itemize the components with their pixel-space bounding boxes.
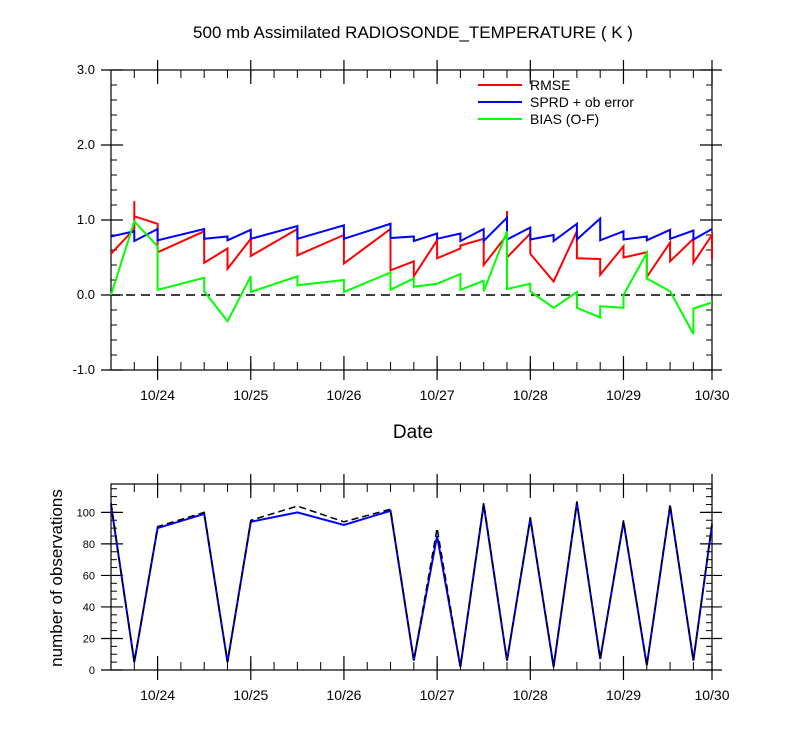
chart-title: 500 mb Assimilated RADIOSONDE_TEMPERATUR… bbox=[193, 23, 633, 42]
series-line-rmse bbox=[110, 201, 713, 284]
x-tick-label: 10/28 bbox=[513, 687, 548, 703]
series-line-sprd-ob-error bbox=[110, 215, 713, 244]
y-tick-label: 80 bbox=[83, 539, 95, 551]
x-tick-label: 10/26 bbox=[326, 387, 361, 403]
series-line-used bbox=[110, 502, 713, 667]
top-chart-area: 10/24 10/25 10/26 10/27 10/28 10/29 10/30 -1.0 0… bbox=[73, 60, 730, 403]
y-axis-label: number of observations bbox=[47, 489, 66, 667]
x-tick-label: 10/30 bbox=[694, 687, 729, 703]
y-tick-label: 100 bbox=[77, 507, 95, 519]
y-tick-label: 40 bbox=[83, 602, 95, 614]
plot-frame bbox=[110, 69, 713, 371]
x-tick-label: 10/25 bbox=[233, 387, 268, 403]
y-tick-label: 60 bbox=[83, 570, 95, 582]
x-tick-label: 10/26 bbox=[326, 687, 361, 703]
x-tick-label: 10/29 bbox=[606, 387, 641, 403]
series-line-bias-o-f bbox=[110, 219, 713, 335]
legend: RMSE SPRD + ob error BIAS (O-F) bbox=[478, 77, 634, 127]
y-tick-label: 3.0 bbox=[77, 62, 95, 77]
legend-label-sprd: SPRD + ob error bbox=[530, 94, 634, 110]
y-tick-label: 20 bbox=[83, 633, 95, 645]
legend-label-rmse: RMSE bbox=[530, 77, 570, 93]
plot-frame bbox=[110, 483, 713, 671]
y-tick-label: -1.0 bbox=[73, 362, 95, 377]
x-tick-label: 10/24 bbox=[140, 687, 175, 703]
x-axis-label: Date bbox=[393, 422, 433, 443]
bottom-chart-area: 10/24 10/25 10/26 10/27 10/28 10/29 10/30 0 20 40… bbox=[77, 474, 730, 703]
x-tick-label: 10/24 bbox=[140, 387, 175, 403]
x-tick-label: 10/30 bbox=[694, 387, 729, 403]
y-tick-label: 2.0 bbox=[77, 137, 95, 152]
x-tick-label: 10/25 bbox=[233, 687, 268, 703]
x-tick-label: 10/27 bbox=[420, 687, 455, 703]
x-tick-label: 10/28 bbox=[513, 387, 548, 403]
series-line-possible bbox=[110, 501, 713, 667]
y-tick-label: 0 bbox=[89, 665, 95, 677]
x-tick-label: 10/27 bbox=[420, 387, 455, 403]
y-tick-label: 1.0 bbox=[77, 212, 95, 227]
y-tick-label: 0.0 bbox=[77, 287, 95, 302]
legend-label-bias: BIAS (O-F) bbox=[530, 111, 599, 127]
x-tick-label: 10/29 bbox=[606, 687, 641, 703]
